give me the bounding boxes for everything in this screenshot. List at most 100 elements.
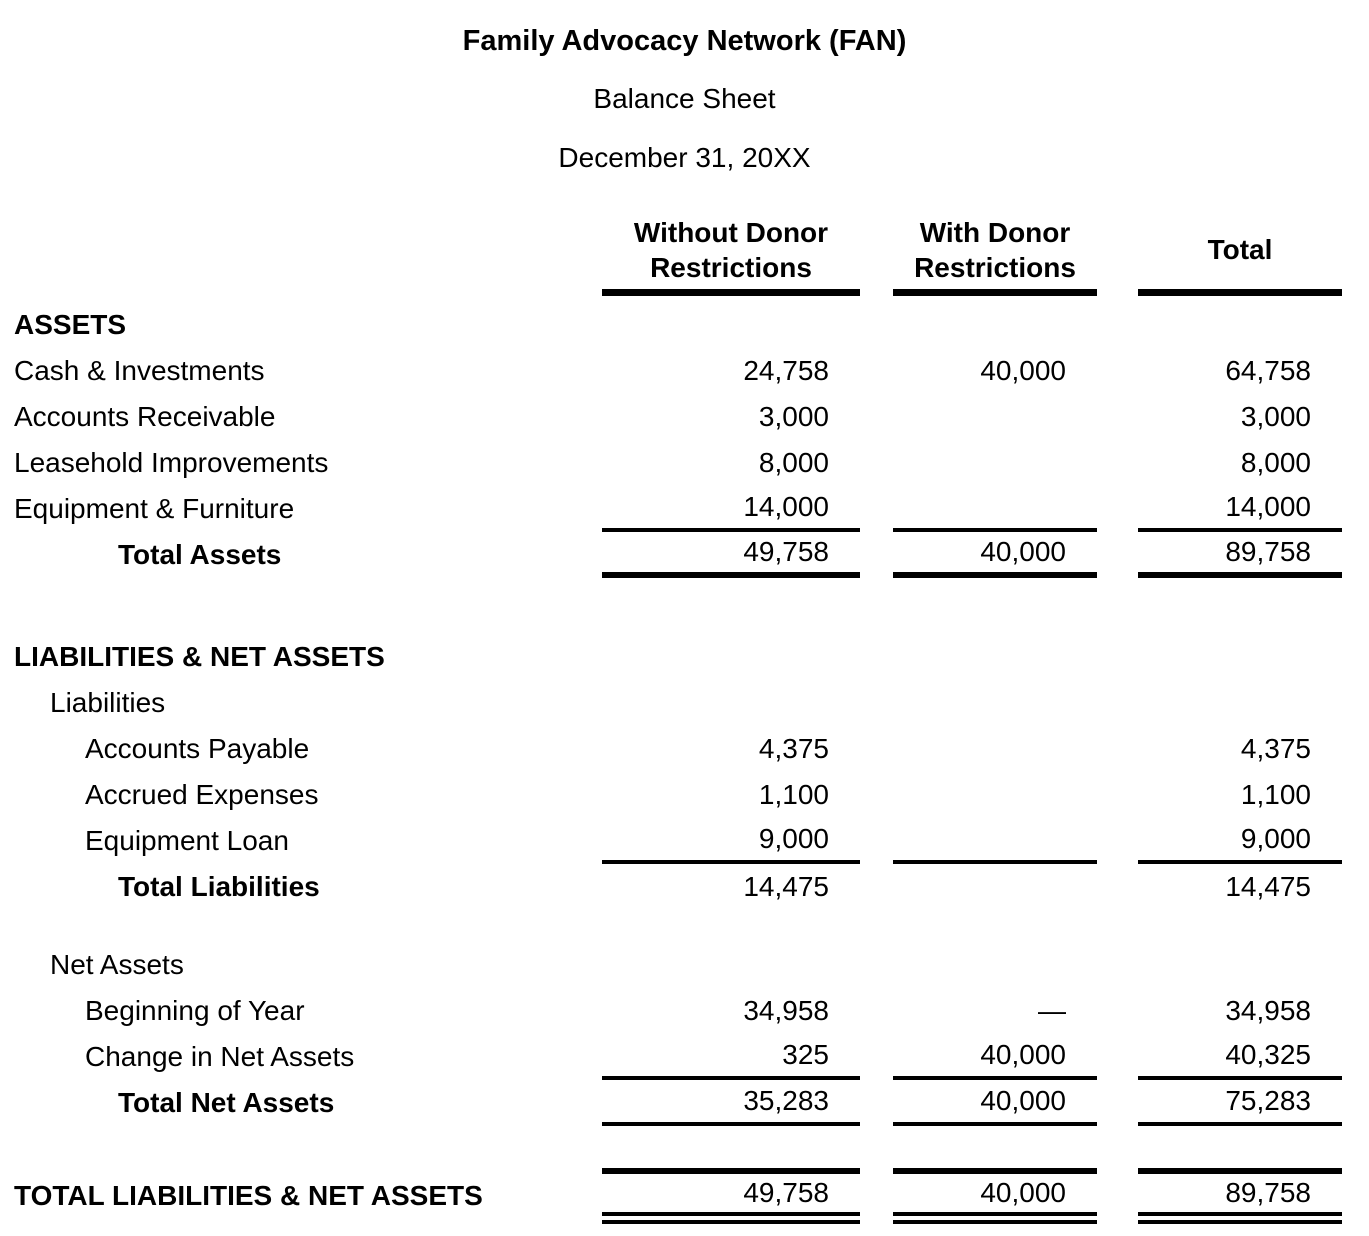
- value-with-restrictions: 40,000: [893, 532, 1097, 578]
- section-spacer: [0, 1126, 1369, 1168]
- column-gap: [1097, 210, 1138, 296]
- row-accounts-payable: Accounts Payable 4,375 4,375: [0, 726, 1369, 772]
- grand-total-label-text: TOTAL LIABILITIES & NET ASSETS: [14, 1180, 483, 1211]
- row-total-assets: Total Assets 49,758 40,000 89,758: [0, 532, 1369, 578]
- value-total: [1138, 680, 1342, 726]
- value-total: 64,758: [1225, 355, 1311, 386]
- value-without-restrictions: 49,758: [602, 532, 860, 578]
- subsection-heading-text: Net Assets: [50, 949, 184, 980]
- column-header-total: Total: [1138, 210, 1342, 296]
- value-without-restrictions: 34,958: [743, 995, 829, 1026]
- value-with-restrictions: [893, 394, 1097, 440]
- value-with-restrictions: 40,000: [980, 355, 1066, 386]
- column-header-spacer: [0, 210, 602, 296]
- row-label: Change in Net Assets: [0, 1034, 602, 1080]
- column-gap: [860, 772, 893, 818]
- column-gap: [860, 302, 893, 348]
- column-gap: [860, 634, 893, 680]
- value-total: 89,758: [1138, 1168, 1342, 1224]
- value-total: 9,000: [1138, 818, 1342, 864]
- value-with-restrictions: [893, 726, 1097, 772]
- value-total: 14,000: [1138, 486, 1342, 532]
- value-with-restrictions: 40,000: [893, 1080, 1097, 1126]
- column-gap: [1097, 634, 1138, 680]
- value-without-restrictions: [602, 302, 860, 348]
- value-with-restrictions: [893, 680, 1097, 726]
- value-with-restrictions: [893, 634, 1097, 680]
- value-with-restrictions: [893, 772, 1097, 818]
- total-row-label: Total Liabilities: [0, 864, 602, 910]
- value-total: 1,100: [1240, 779, 1311, 810]
- value-without-restrictions: 4,375: [758, 733, 829, 764]
- value-with-restrictions: [893, 302, 1097, 348]
- report-date: December 31, 20XX: [558, 142, 811, 173]
- value-without-restrictions: 9,000: [602, 818, 860, 864]
- column-gap: [1097, 680, 1138, 726]
- total-row-label-text: Total Net Assets: [118, 1087, 335, 1118]
- row-label-text: Equipment Loan: [85, 825, 289, 856]
- row-equipment-loan: Equipment Loan 9,000 9,000: [0, 818, 1369, 864]
- column-gap: [1097, 988, 1138, 1034]
- row-label: Beginning of Year: [0, 988, 602, 1034]
- column-gap: [1097, 532, 1138, 578]
- value-without-restrictions: 35,283: [602, 1080, 860, 1126]
- section-heading-label: ASSETS: [0, 302, 602, 348]
- value-without-restrictions: [602, 680, 860, 726]
- value-with-restrictions: [893, 942, 1097, 988]
- value-without-restrictions: 1,100: [758, 779, 829, 810]
- column-gap: [1097, 1168, 1138, 1224]
- column-gap: [860, 1034, 893, 1080]
- row-total-liabilities-net-assets: TOTAL LIABILITIES & NET ASSETS 49,758 40…: [0, 1168, 1369, 1224]
- column-header-without-restrictions: Without Donor Restrictions: [602, 210, 860, 296]
- column-gap: [860, 1080, 893, 1126]
- total-row-label-text: Total Liabilities: [118, 871, 320, 902]
- column-gap: [860, 864, 893, 910]
- value-without-restrictions: 24,758: [743, 355, 829, 386]
- value-with-restrictions: 40,000: [893, 1034, 1097, 1080]
- row-label-text: Cash & Investments: [14, 355, 265, 386]
- column-gap: [860, 942, 893, 988]
- value-total: 75,283: [1138, 1080, 1342, 1126]
- value-without-restrictions: [602, 634, 860, 680]
- value-total: [1138, 634, 1342, 680]
- value-with-restrictions-dash: —: [1038, 995, 1066, 1026]
- column-gap: [860, 440, 893, 486]
- value-total: 89,758: [1138, 532, 1342, 578]
- value-with-restrictions: [893, 440, 1097, 486]
- row-leasehold-improvements: Leasehold Improvements 8,000 8,000: [0, 440, 1369, 486]
- row-label: Leasehold Improvements: [0, 440, 602, 486]
- column-header-with-restrictions: With Donor Restrictions: [893, 210, 1097, 296]
- value-with-restrictions: [893, 818, 1097, 864]
- row-label-text: Accounts Payable: [85, 733, 310, 764]
- column-header-row: Without Donor Restrictions With Donor Re…: [0, 210, 1369, 296]
- value-total: 14,475: [1225, 871, 1311, 902]
- column-gap: [860, 210, 893, 296]
- column-gap: [860, 486, 893, 532]
- section-spacer: [0, 578, 1369, 634]
- section-heading-text: LIABILITIES & NET ASSETS: [14, 641, 385, 672]
- row-label: Accounts Receivable: [0, 394, 602, 440]
- row-label: Accrued Expenses: [0, 772, 602, 818]
- section-heading-liabilities-net-assets: LIABILITIES & NET ASSETS: [0, 634, 1369, 680]
- subsection-heading-label: Net Assets: [0, 942, 602, 988]
- row-label-text: Change in Net Assets: [85, 1041, 355, 1072]
- value-with-restrictions: 40,000: [893, 1168, 1097, 1224]
- subsection-heading-net-assets: Net Assets: [0, 942, 1369, 988]
- row-label: Accounts Payable: [0, 726, 602, 772]
- section-spacer: [0, 910, 1369, 942]
- value-without-restrictions: [602, 942, 860, 988]
- column-gap: [1097, 726, 1138, 772]
- row-label: Equipment & Furniture: [0, 486, 602, 532]
- report-title: Balance Sheet: [593, 83, 776, 114]
- column-gap: [1097, 440, 1138, 486]
- column-gap: [1097, 1034, 1138, 1080]
- row-total-net-assets: Total Net Assets 35,283 40,000 75,283: [0, 1080, 1369, 1126]
- column-gap: [860, 532, 893, 578]
- organization-name: Family Advocacy Network (FAN): [462, 25, 907, 57]
- row-label: Cash & Investments: [0, 348, 602, 394]
- column-gap: [1097, 486, 1138, 532]
- total-row-label-text: Total Assets: [118, 539, 282, 570]
- column-gap: [1097, 348, 1138, 394]
- column-gap: [1097, 818, 1138, 864]
